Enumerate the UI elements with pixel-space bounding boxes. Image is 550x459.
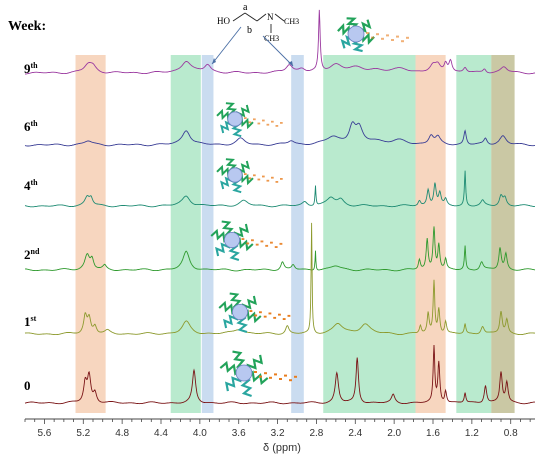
x-axis-label: δ (ppm): [263, 442, 301, 454]
week-header: Week:: [8, 19, 46, 34]
atom-ch3-right: CH3: [284, 17, 299, 26]
spectrum-week-9: [25, 9, 536, 75]
x-tick-label: 3.2: [271, 428, 285, 439]
week-label-0: 0: [24, 378, 31, 393]
x-tick-label: 2.8: [309, 428, 323, 439]
proton-label-a: a: [243, 2, 248, 13]
atom-ch3-bottom: CH3: [264, 34, 279, 43]
atom-ho: HO: [217, 16, 230, 26]
highlight-bands: [75, 55, 515, 413]
highlight-band-3: [291, 55, 304, 413]
week-label-1: 1st: [24, 314, 37, 329]
x-tick-label: 5.6: [37, 428, 51, 439]
x-tick-label: 2.4: [348, 428, 362, 439]
week-label-4: 4th: [24, 178, 38, 193]
highlight-band-7: [491, 55, 515, 413]
micelle-illustration-1: [216, 102, 283, 138]
x-tick-label: 5.2: [76, 428, 90, 439]
proton-label-b: b: [247, 25, 252, 36]
micelle-illustration-0: [337, 17, 409, 53]
spectrum-week-6: [24, 121, 536, 147]
x-tick-label: 1.6: [426, 428, 440, 439]
x-tick-label: 1.2: [465, 428, 479, 439]
x-axis: 5.6 5.2 4.8 4.4 4.0 3.6 3.2 2.8 2.4 2.0 1.6 1.2 0.8 δ…: [24, 418, 535, 454]
micelle-illustration-3: [210, 220, 283, 261]
micelle-illustration-2: [216, 158, 283, 194]
highlight-band-4: [323, 55, 416, 413]
spectrum-week-0: [24, 344, 535, 405]
micelle-illustrations: [210, 17, 409, 398]
x-tick-label: 2.0: [387, 428, 401, 439]
spectrum-week-2: [25, 226, 536, 272]
highlight-band-1: [170, 55, 201, 413]
x-tick-label: 4.8: [115, 428, 129, 439]
atom-n: N: [267, 12, 274, 22]
x-tick-label: 3.6: [232, 428, 246, 439]
spectra-traces: [24, 9, 536, 405]
highlight-band-6: [456, 55, 492, 413]
highlight-band-0: [75, 55, 106, 413]
spectrum-week-1: [24, 222, 536, 336]
week-label-2: 2nd: [24, 247, 40, 262]
highlight-band-5: [415, 55, 446, 413]
micelle-illustration-4: [218, 292, 291, 333]
spectrum-week-4: [24, 170, 535, 208]
micelle-illustration-5: [219, 350, 297, 398]
dmae-molecule-structure: HO N CH3 CH3 a b: [211, 2, 299, 67]
highlight-band-2: [201, 55, 214, 413]
x-tick-label: 4.0: [193, 428, 207, 439]
week-label-6: 6th: [24, 119, 38, 134]
week-label-9: 9th: [24, 61, 38, 76]
week-labels: 9th 6th 4th 2nd 1st 0: [24, 61, 40, 393]
x-tick-label: 0.8: [504, 428, 518, 439]
x-tick-label: 4.4: [154, 428, 168, 439]
